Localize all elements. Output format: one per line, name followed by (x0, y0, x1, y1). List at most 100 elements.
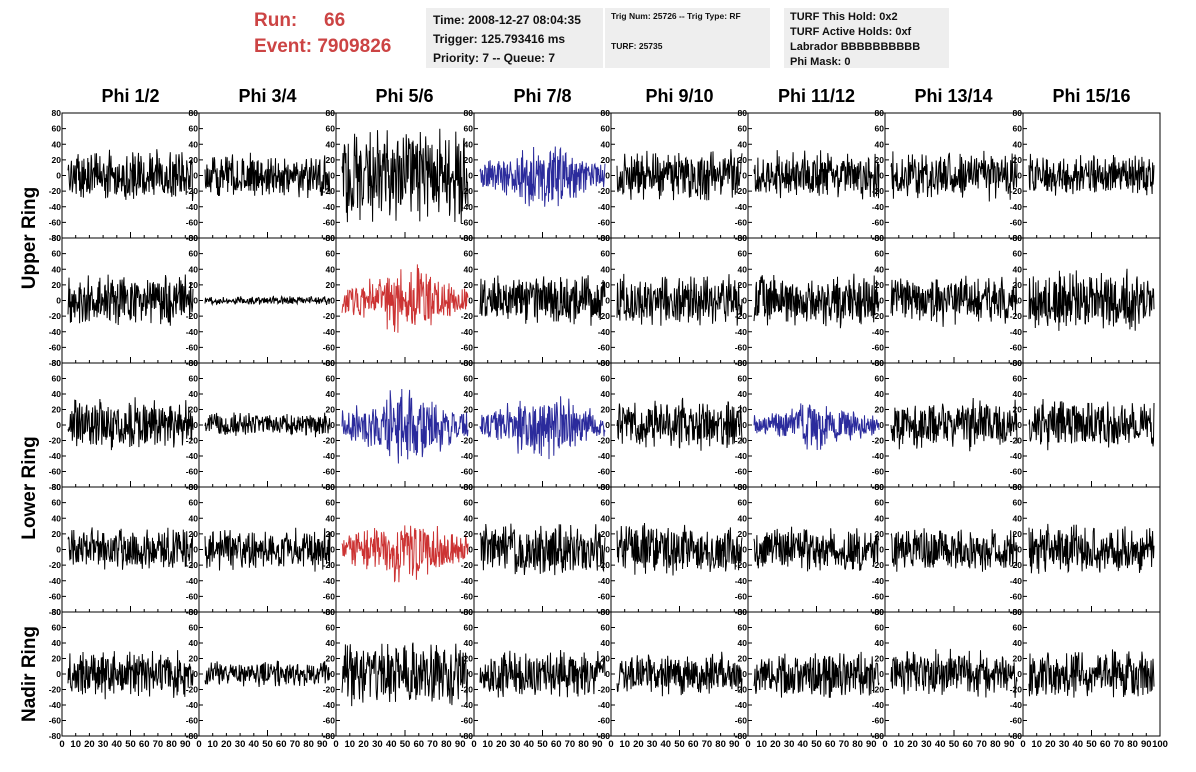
y-tick-label: 20 (601, 155, 611, 165)
x-tick-label: 50 (537, 739, 548, 750)
y-tick-label: 0 (468, 420, 473, 430)
y-tick-label: -60 (598, 217, 611, 227)
x-tick-label: 70 (976, 739, 987, 750)
x-tick-label: 80 (303, 739, 314, 750)
x-tick-label: 70 (153, 739, 164, 750)
y-tick-label: -20 (186, 685, 199, 695)
y-tick-label: -60 (49, 591, 62, 601)
phi-column-header: Phi 13/14 (914, 86, 993, 106)
y-tick-label: -20 (735, 186, 748, 196)
waveform-trace (479, 396, 606, 460)
y-tick-label: 20 (464, 654, 474, 664)
waveform-trace (67, 149, 194, 202)
x-tick-label: 50 (1086, 739, 1097, 750)
y-tick-label: -40 (872, 327, 885, 337)
y-tick-label: 20 (875, 405, 885, 415)
y-tick-label: 80 (189, 233, 199, 243)
y-tick-label: -60 (186, 591, 199, 601)
x-tick-label: 60 (963, 739, 974, 750)
y-tick-label: -20 (735, 311, 748, 321)
y-tick-label: 20 (52, 405, 62, 415)
y-tick-label: 80 (189, 108, 199, 118)
y-tick-label: 0 (742, 669, 747, 679)
y-tick-label: -20 (872, 560, 885, 570)
y-tick-label: 40 (738, 513, 748, 523)
x-tick-label: 60 (551, 739, 562, 750)
y-tick-label: 20 (601, 280, 611, 290)
y-tick-label: 80 (1013, 482, 1023, 492)
x-tick-label: 10 (207, 739, 218, 750)
x-tick-label: 30 (510, 739, 521, 750)
y-tick-label: -40 (186, 327, 199, 337)
x-tick-label: 20 (633, 739, 644, 750)
y-tick-label: 80 (464, 358, 474, 368)
x-tick-label: 50 (125, 739, 136, 750)
y-tick-label: -80 (49, 482, 62, 492)
y-tick-label: -20 (735, 685, 748, 695)
y-tick-label: 0 (605, 171, 610, 181)
y-tick-label: 20 (326, 280, 336, 290)
y-tick-label: 80 (464, 482, 474, 492)
y-tick-label: 60 (464, 249, 474, 259)
x-tick-label: 80 (166, 739, 177, 750)
y-tick-label: 0 (330, 669, 335, 679)
x-tick-label: 70 (702, 739, 713, 750)
y-tick-label: 0 (1017, 669, 1022, 679)
y-tick-label: -60 (49, 467, 62, 477)
y-tick-label: 20 (875, 280, 885, 290)
y-tick-label: 20 (464, 405, 474, 415)
x-tick-label: 10 (619, 739, 630, 750)
y-tick-label: -60 (872, 716, 885, 726)
phi-column-header: Phi 3/4 (238, 86, 297, 106)
y-tick-label: 20 (601, 529, 611, 539)
x-tick-label: 20 (1045, 739, 1056, 750)
y-tick-label: -60 (1010, 591, 1023, 601)
waveform-trace (341, 642, 469, 707)
y-tick-label: 80 (326, 607, 336, 617)
y-tick-label: -20 (323, 436, 336, 446)
y-tick-label: 60 (875, 124, 885, 134)
y-tick-label: 0 (56, 545, 61, 555)
y-tick-label: -80 (872, 731, 885, 741)
y-tick-label: 60 (326, 623, 336, 633)
run-event-block: Run: 66 Event: 7909826 (254, 8, 391, 60)
waveform-trace (479, 523, 606, 576)
y-tick-label: 40 (326, 513, 336, 523)
y-tick-label: -20 (872, 186, 885, 196)
y-tick-label: 20 (52, 654, 62, 664)
x-tick-label: 90 (866, 739, 877, 750)
y-tick-label: -20 (1010, 560, 1023, 570)
x-tick-label: 10 (70, 739, 81, 750)
x-tick-label: 70 (290, 739, 301, 750)
y-tick-label: -60 (1010, 716, 1023, 726)
x-tick-label: 10 (1031, 739, 1042, 750)
y-tick-label: -40 (598, 700, 611, 710)
event-label: Event: (254, 36, 313, 57)
waveform-trace (753, 651, 880, 698)
waveform-trace (1028, 153, 1155, 196)
y-tick-label: 0 (742, 420, 747, 430)
y-tick-label: -20 (49, 186, 62, 196)
y-tick-label: 0 (468, 669, 473, 679)
x-tick-label: 20 (496, 739, 507, 750)
waveform-trace (1028, 268, 1155, 331)
y-tick-label: -40 (323, 202, 336, 212)
y-tick-label: -40 (735, 451, 748, 461)
y-tick-label: 80 (189, 607, 199, 617)
waveform-trace (616, 651, 743, 697)
x-tick-label: 30 (921, 739, 932, 750)
y-tick-label: 40 (875, 638, 885, 648)
waveform-trace (1028, 398, 1155, 451)
y-tick-label: 40 (52, 139, 62, 149)
y-tick-label: 40 (738, 264, 748, 274)
y-tick-label: 0 (879, 545, 884, 555)
y-tick-label: -40 (872, 451, 885, 461)
y-tick-label: -80 (49, 731, 62, 741)
y-tick-label: 80 (464, 607, 474, 617)
x-tick-label: 10 (482, 739, 493, 750)
y-tick-label: 40 (464, 264, 474, 274)
y-tick-label: -40 (1010, 576, 1023, 586)
y-tick-label: 80 (52, 358, 62, 368)
y-tick-label: 60 (326, 249, 336, 259)
y-tick-label: -20 (872, 685, 885, 695)
